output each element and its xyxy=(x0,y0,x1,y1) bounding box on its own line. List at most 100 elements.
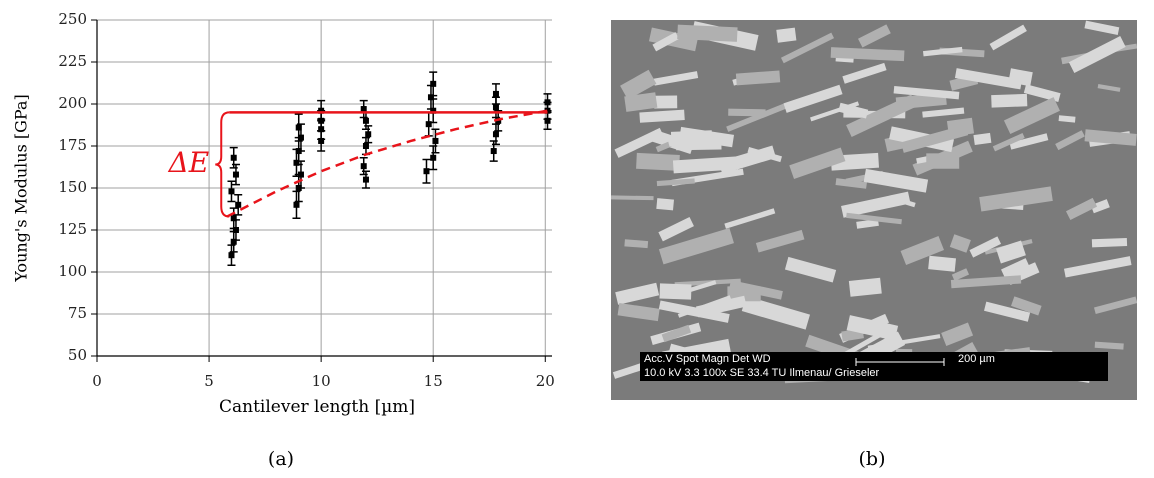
x-tick-label: 0 xyxy=(92,372,102,390)
flake xyxy=(656,198,674,211)
flake xyxy=(652,32,680,52)
flake xyxy=(747,146,782,163)
point xyxy=(293,159,300,166)
flake xyxy=(679,126,735,148)
point xyxy=(230,154,237,161)
x-tick-label: 15 xyxy=(424,372,443,390)
flake xyxy=(776,27,797,43)
flake xyxy=(989,24,1027,51)
flake xyxy=(848,277,882,297)
point xyxy=(425,121,432,128)
flake xyxy=(729,280,783,300)
flake xyxy=(783,84,843,113)
point xyxy=(492,131,499,138)
flake xyxy=(1009,133,1049,150)
annotation: ΔE xyxy=(168,146,210,179)
point xyxy=(228,252,235,259)
point xyxy=(230,238,237,245)
point xyxy=(318,107,325,114)
flake xyxy=(636,152,680,171)
point xyxy=(423,168,430,175)
flake xyxy=(658,228,734,265)
x-tick-label: 5 xyxy=(204,372,214,390)
flake xyxy=(1003,97,1060,135)
y-tick-label: 150 xyxy=(58,178,87,196)
flake xyxy=(954,68,1023,90)
flake xyxy=(991,93,1028,108)
flake xyxy=(846,94,917,137)
flake xyxy=(984,301,1031,322)
flake xyxy=(841,191,911,218)
point xyxy=(432,137,439,144)
x-tick-label: 10 xyxy=(312,372,331,390)
point xyxy=(362,117,369,124)
flake xyxy=(1090,199,1110,214)
point xyxy=(430,107,437,114)
scale-bar xyxy=(855,358,945,366)
flake xyxy=(893,85,960,100)
point xyxy=(430,80,437,87)
point xyxy=(544,117,551,124)
flake xyxy=(1097,83,1121,92)
flake xyxy=(969,236,1002,258)
flake xyxy=(840,327,891,359)
flake xyxy=(858,24,891,48)
trend-line xyxy=(226,109,548,218)
flake xyxy=(780,32,835,64)
flake xyxy=(656,178,695,187)
y-tick-label: 200 xyxy=(58,94,87,112)
flake xyxy=(1084,20,1120,35)
flake xyxy=(867,334,941,350)
sem-image: Acc.V Spot Magn Det WD 10.0 kV 3.3 100x … xyxy=(611,20,1137,400)
flake xyxy=(950,275,1022,289)
info-bar xyxy=(640,352,1108,381)
point xyxy=(362,143,369,149)
y-tick-label: 50 xyxy=(68,346,87,364)
flake xyxy=(658,216,694,242)
flake xyxy=(726,103,787,132)
point xyxy=(365,131,372,138)
flake xyxy=(680,280,717,295)
point xyxy=(228,188,235,195)
point xyxy=(430,154,437,161)
y-tick-label: 75 xyxy=(68,304,87,322)
scale-label: 200 µm xyxy=(958,353,995,365)
point xyxy=(232,227,239,233)
flake xyxy=(784,256,837,283)
flake xyxy=(928,255,957,272)
info-text: 10.0 kV 3.3 100x SE 33.4 TU Ilmenau/ Gri… xyxy=(644,367,880,379)
flake xyxy=(1084,129,1137,146)
flake xyxy=(900,236,945,266)
y-tick-label: 125 xyxy=(58,220,87,238)
flake xyxy=(1063,256,1132,278)
flake xyxy=(661,324,692,343)
y-tick-label: 250 xyxy=(58,10,87,28)
flake xyxy=(639,109,685,123)
flake xyxy=(1058,115,1076,123)
point xyxy=(232,171,239,178)
point xyxy=(297,171,304,178)
flake xyxy=(992,133,1025,152)
y-tick-label: 175 xyxy=(58,136,87,154)
flake xyxy=(846,212,902,225)
point xyxy=(362,176,369,183)
flake xyxy=(1065,197,1098,220)
flake xyxy=(624,92,658,112)
flake xyxy=(838,102,869,119)
point xyxy=(360,106,367,113)
flake xyxy=(1093,296,1137,315)
flake xyxy=(677,24,738,42)
flake xyxy=(735,70,781,86)
flake xyxy=(789,147,846,180)
flake xyxy=(830,47,905,62)
point xyxy=(318,137,325,144)
flake xyxy=(949,234,971,253)
point xyxy=(490,148,497,155)
flake xyxy=(842,62,887,84)
flake xyxy=(941,322,974,347)
flake xyxy=(1055,130,1085,151)
flake xyxy=(979,186,1053,212)
flake xyxy=(728,108,766,117)
